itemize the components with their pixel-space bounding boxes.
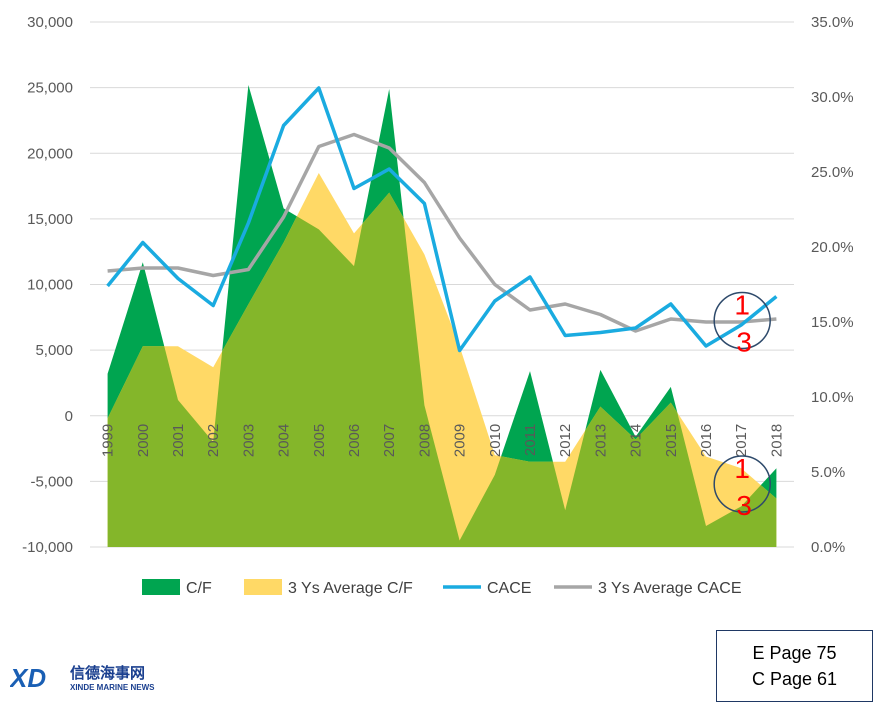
x-tick-label: 2000 [135,424,152,457]
x-tick-label: 2012 [557,424,574,457]
x-tick-label: 2017 [733,424,750,457]
right-axis-ticks: 0.0% 5.0% 10.0% 15.0% 20.0% 25.0% 30.0% 35.0% [811,14,854,556]
x-tick-label: 2014 [628,424,645,457]
chart: -10,000 -5,000 0 5,000 10,000 15,000 20,000 25,… [22,14,854,597]
xinde-logo: XD 信德海事网 XINDE MARINE NEWS [10,663,155,693]
annotation-top-number: 1 [734,290,750,321]
page-reference-box: E Page 75 C Page 61 [716,630,873,702]
right-tick-label: 5.0% [811,464,845,481]
annotation-circle [713,291,771,350]
right-tick-label: 0.0% [811,539,845,556]
legend-label: CACE [487,580,531,597]
right-tick-label: 35.0% [811,14,854,31]
left-tick-label: 30,000 [27,14,73,31]
x-tick-label: 2007 [381,424,398,457]
left-tick-label: 0 [65,408,73,425]
avg-cace-line [107,132,777,333]
annotation-circle [713,455,771,513]
x-tick-label: 2005 [311,424,328,457]
x-tick-label: 2002 [205,424,222,457]
left-tick-label: 5,000 [35,342,73,359]
legend-swatch [244,579,282,595]
logo-english: XINDE MARINE NEWS [70,683,155,692]
x-axis-ticks: 1999 2000 2001 2002 2003 2004 2005 2006 2007 2008… [100,424,786,457]
left-tick-label: -5,000 [30,473,73,490]
right-tick-label: 10.0% [811,389,854,406]
left-tick-label: 10,000 [27,277,73,294]
left-tick-label: 20,000 [27,145,73,162]
x-tick-label: 2009 [452,424,469,457]
annotation-bottom-number: 3 [736,490,752,521]
legend-swatch [142,579,180,595]
x-tick-label: 1999 [100,424,117,457]
legend: C/F 3 Ys Average C/F CACE 3 Ys Average CACE [142,579,742,597]
page-ref-english: E Page 75 [752,643,837,663]
legend-label: C/F [186,580,212,597]
page-ref-chinese: C Page 61 [751,669,838,689]
left-axis-ticks: -10,000 -5,000 0 5,000 10,000 15,000 20,000 25,… [22,14,73,556]
logo-chinese: 信德海事网 [70,664,145,682]
x-tick-label: 2004 [276,424,293,457]
x-tick-label: 2001 [170,424,187,457]
cace-line [106,86,778,353]
legend-label: 3 Ys Average CACE [598,580,742,597]
annotation-bottom-number: 3 [736,327,752,358]
right-tick-label: 25.0% [811,164,854,181]
x-tick-label: 2011 [522,424,539,456]
right-tick-label: 30.0% [811,89,854,106]
x-tick-label: 2018 [768,424,785,457]
x-tick-label: 2003 [240,424,257,457]
annotations: 1 3 1 3 [713,290,771,521]
x-tick-label: 2015 [663,424,680,457]
x-tick-label: 2008 [416,424,433,457]
x-tick-label: 2013 [592,424,609,457]
x-tick-label: 2010 [487,424,504,457]
left-tick-label: 15,000 [27,211,73,228]
left-tick-label: -10,000 [22,539,73,556]
x-tick-label: 2016 [698,424,715,457]
annotation-top-number: 1 [734,453,750,484]
area-series [107,85,777,547]
line-series [106,86,778,353]
right-tick-label: 20.0% [811,239,854,256]
legend-label: 3 Ys Average C/F [288,580,413,597]
x-tick-label: 2006 [346,424,363,457]
left-tick-label: 25,000 [27,80,73,97]
right-tick-label: 15.0% [811,314,854,331]
logo-mark: XD [10,663,46,693]
